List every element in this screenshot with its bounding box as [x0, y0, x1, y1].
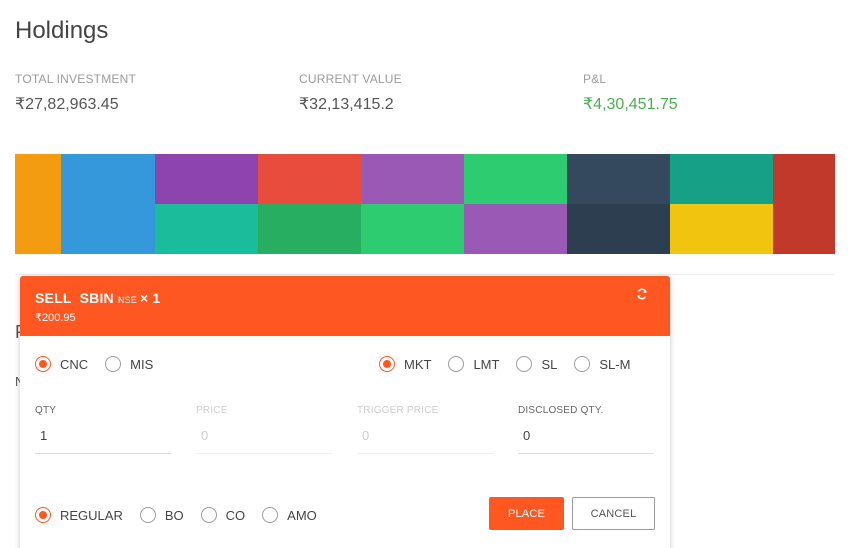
product-radio-group: CNC MIS	[35, 356, 170, 372]
background-text-fragment: N	[15, 374, 24, 389]
stat-value: ₹27,82,963.45	[15, 96, 119, 113]
stat-label: P&L	[583, 72, 607, 86]
refresh-icon[interactable]	[636, 288, 648, 300]
divider	[15, 274, 835, 275]
treemap-tile[interactable]	[361, 204, 464, 254]
radio-sl[interactable]: SL	[516, 356, 557, 372]
order-title: SELL SBIN NSE × 1	[35, 290, 655, 306]
radio-button-icon[interactable]	[574, 356, 591, 372]
radio-mkt[interactable]: MKT	[379, 356, 431, 372]
price-field: PRICE	[196, 405, 332, 454]
stat-value: ₹4,30,451.75	[583, 96, 678, 113]
disclosed-qty-input[interactable]	[518, 428, 654, 454]
radio-button-icon[interactable]	[448, 356, 465, 372]
stat-label: CURRENT VALUE	[299, 72, 402, 86]
order-type-radio-group: MKT LMT SL SL-M	[379, 356, 647, 372]
order-action: SELL	[35, 290, 72, 306]
radio-button-icon[interactable]	[379, 356, 395, 372]
radio-label: MIS	[130, 356, 154, 372]
field-label: DISCLOSED QTY.	[518, 405, 604, 416]
radio-lmt[interactable]: LMT	[448, 356, 499, 372]
radio-label: LMT	[473, 356, 500, 372]
radio-regular[interactable]: REGULAR	[35, 507, 123, 523]
treemap-tile[interactable]	[567, 204, 670, 254]
radio-mis[interactable]: MIS	[105, 356, 153, 372]
field-label: TRIGGER PRICE	[357, 405, 439, 416]
treemap-tile[interactable]	[464, 154, 567, 204]
order-exchange: NSE	[117, 295, 137, 305]
stat-total-investment: TOTAL INVESTMENT ₹27,82,963.45	[15, 72, 136, 114]
treemap-tile[interactable]	[670, 154, 773, 204]
treemap-tile[interactable]	[155, 154, 258, 204]
variety-radio-group: REGULAR BO CO AMO	[35, 507, 334, 523]
order-ltp: ₹200.95	[35, 312, 76, 324]
trigger-price-field: TRIGGER PRICE	[357, 405, 493, 454]
disclosed-qty-field: DISCLOSED QTY.	[518, 405, 654, 454]
treemap-tile[interactable]	[773, 154, 835, 254]
stat-value: ₹32,13,415.2	[299, 96, 394, 113]
holdings-treemap	[15, 154, 835, 254]
radio-sl-m[interactable]: SL-M	[574, 356, 630, 372]
radio-amo[interactable]: AMO	[262, 507, 317, 523]
radio-label: MKT	[404, 356, 432, 372]
treemap-tile[interactable]	[61, 154, 155, 254]
stat-current-value: CURRENT VALUE ₹32,13,415.2	[299, 72, 402, 114]
radio-bo[interactable]: BO	[139, 507, 184, 523]
radio-button-icon[interactable]	[139, 507, 156, 523]
stat-label: TOTAL INVESTMENT	[15, 72, 136, 86]
cancel-button[interactable]: CANCEL	[572, 497, 655, 530]
treemap-tile[interactable]	[361, 154, 464, 204]
place-button[interactable]: PLACE	[489, 497, 564, 530]
order-window-header: SELL SBIN NSE × 1 ₹200.95	[20, 276, 670, 336]
radio-button-icon[interactable]	[200, 507, 217, 523]
order-symbol: SBIN	[79, 290, 114, 306]
radio-button-icon[interactable]	[516, 356, 533, 372]
treemap-tile[interactable]	[155, 204, 258, 254]
treemap-tile[interactable]	[670, 204, 773, 254]
radio-co[interactable]: CO	[200, 507, 246, 523]
order-quantity: × 1	[139, 290, 161, 306]
radio-label: SL	[541, 356, 558, 372]
radio-button-icon[interactable]	[35, 507, 51, 523]
treemap-tile[interactable]	[258, 154, 361, 204]
field-label: QTY	[35, 405, 57, 416]
stat-pnl: P&L ₹4,30,451.75	[583, 72, 678, 114]
radio-button-icon[interactable]	[105, 356, 122, 372]
radio-button-icon[interactable]	[35, 356, 51, 372]
page-title: Holdings	[15, 17, 109, 44]
price-input[interactable]	[196, 428, 332, 454]
radio-label: AMO	[287, 507, 317, 523]
radio-label: REGULAR	[60, 507, 123, 523]
treemap-tile[interactable]	[567, 154, 670, 204]
order-window: SELL SBIN NSE × 1 ₹200.95 CNC MIS MKT	[20, 276, 670, 548]
treemap-tile[interactable]	[258, 204, 361, 254]
trigger-price-input[interactable]	[357, 428, 493, 454]
qty-input[interactable]	[35, 428, 171, 454]
radio-button-icon[interactable]	[262, 507, 279, 523]
radio-label: SL-M	[599, 356, 631, 372]
qty-field: QTY	[35, 405, 171, 454]
treemap-tile[interactable]	[464, 204, 567, 254]
radio-label: CNC	[60, 356, 89, 372]
treemap-tile[interactable]	[15, 154, 61, 254]
radio-cnc[interactable]: CNC	[35, 356, 88, 372]
radio-label: CO	[225, 507, 246, 523]
radio-label: BO	[164, 507, 184, 523]
field-label: PRICE	[196, 405, 228, 416]
